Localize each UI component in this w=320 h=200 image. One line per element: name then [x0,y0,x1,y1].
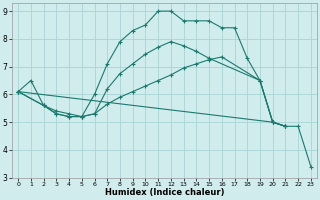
X-axis label: Humidex (Indice chaleur): Humidex (Indice chaleur) [105,188,224,197]
